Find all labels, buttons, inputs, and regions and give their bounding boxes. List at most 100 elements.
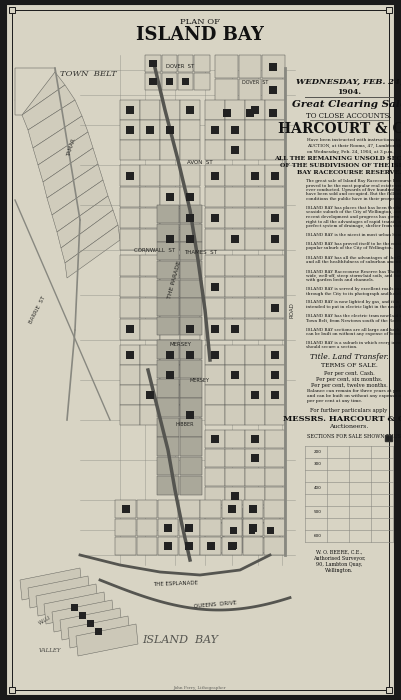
- Text: TOWN  BELT: TOWN BELT: [60, 70, 117, 78]
- Text: AVON  ST: AVON ST: [187, 160, 213, 164]
- Bar: [271, 304, 279, 312]
- Text: 600: 600: [314, 534, 322, 538]
- Text: recent development and progress has given it this: recent development and progress has give…: [306, 215, 401, 219]
- Bar: [164, 542, 172, 550]
- Bar: [180, 205, 202, 223]
- Bar: [186, 411, 194, 419]
- Text: MESSRS. HARCOURT & CO.: MESSRS. HARCOURT & CO.: [284, 415, 401, 423]
- Bar: [126, 351, 134, 359]
- Bar: [211, 435, 219, 443]
- Bar: [186, 106, 194, 114]
- Bar: [265, 430, 285, 449]
- Polygon shape: [15, 72, 65, 115]
- Text: DOVER  ST: DOVER ST: [242, 80, 268, 85]
- Bar: [180, 345, 200, 365]
- Bar: [180, 224, 202, 241]
- Text: through the City to its photograph and hotel.: through the City to its photograph and h…: [306, 291, 401, 295]
- Bar: [140, 298, 160, 318]
- Bar: [140, 405, 160, 425]
- Text: Title. Land Transfer.: Title. Land Transfer.: [310, 353, 389, 361]
- Text: and can be built on without any expense of foundation.: and can be built on without any expense …: [307, 394, 401, 398]
- Bar: [157, 360, 179, 379]
- Text: TAMAR: TAMAR: [67, 139, 77, 158]
- Text: WEDNESDAY, FEB. 24,: WEDNESDAY, FEB. 24,: [296, 78, 401, 86]
- Bar: [225, 208, 245, 228]
- Bar: [150, 78, 157, 85]
- Bar: [180, 398, 202, 417]
- Text: PLAN OF: PLAN OF: [180, 18, 220, 26]
- Bar: [205, 538, 223, 553]
- Bar: [137, 519, 157, 536]
- Bar: [205, 385, 225, 405]
- Text: WILLI: WILLI: [38, 615, 52, 626]
- Bar: [225, 298, 245, 318]
- Text: ROAD: ROAD: [290, 302, 295, 318]
- Text: THAMES  ST: THAMES ST: [184, 251, 217, 256]
- Bar: [207, 542, 215, 550]
- Bar: [225, 468, 245, 486]
- Bar: [157, 242, 179, 260]
- Bar: [160, 100, 180, 120]
- Bar: [271, 172, 279, 180]
- Bar: [126, 172, 134, 180]
- Bar: [269, 63, 277, 71]
- Bar: [211, 126, 219, 134]
- Text: ISLAND BAY has all the advantages of the City: ISLAND BAY has all the advantages of the…: [306, 256, 401, 260]
- Text: ISLAND BAY is the nicest in most urban home-stead.: ISLAND BAY is the nicest in most urban h…: [306, 233, 401, 237]
- Text: Balance can remain for three years at per per cent: Balance can remain for three years at pe…: [307, 389, 401, 393]
- Bar: [231, 126, 239, 134]
- Bar: [225, 100, 245, 120]
- Bar: [205, 430, 225, 449]
- Bar: [158, 537, 178, 554]
- Bar: [180, 340, 202, 359]
- Bar: [178, 55, 193, 72]
- Bar: [211, 351, 219, 359]
- Bar: [166, 193, 174, 201]
- Bar: [231, 326, 239, 333]
- Bar: [221, 537, 242, 554]
- Text: ISLAND BAY: ISLAND BAY: [136, 26, 264, 44]
- Bar: [157, 379, 179, 398]
- Bar: [180, 140, 200, 160]
- Polygon shape: [20, 568, 82, 600]
- Bar: [180, 100, 200, 120]
- Bar: [166, 235, 174, 244]
- Bar: [264, 537, 285, 554]
- Bar: [186, 351, 194, 359]
- Bar: [245, 449, 265, 467]
- Text: Town Belt, from Newtown south of the Racecourse.: Town Belt, from Newtown south of the Rac…: [306, 318, 401, 323]
- Bar: [200, 519, 221, 536]
- Bar: [180, 261, 202, 279]
- Text: per per cent at any time.: per per cent at any time.: [307, 399, 363, 403]
- Text: For further particulars apply: For further particulars apply: [310, 408, 388, 413]
- Text: QUEENS  DRIVE: QUEENS DRIVE: [193, 600, 237, 609]
- Bar: [239, 78, 261, 102]
- Bar: [243, 524, 261, 538]
- Bar: [180, 165, 200, 186]
- Bar: [160, 186, 180, 207]
- Text: ALL THE REMAINING UNSOLD SECTIONS: ALL THE REMAINING UNSOLD SECTIONS: [274, 156, 401, 161]
- Text: CORNWALL  ST: CORNWALL ST: [134, 248, 176, 253]
- Bar: [245, 486, 265, 505]
- Bar: [145, 55, 161, 72]
- Bar: [160, 319, 180, 339]
- Bar: [265, 120, 285, 140]
- Text: W. O. BEERE, C.E.,: W. O. BEERE, C.E.,: [316, 550, 362, 555]
- Bar: [228, 505, 236, 513]
- Bar: [225, 345, 245, 365]
- Bar: [231, 371, 239, 379]
- Bar: [245, 100, 265, 120]
- Bar: [265, 100, 285, 120]
- Text: seaside suburb of the City of Wellington, and its: seaside suburb of the City of Wellington…: [306, 211, 401, 214]
- Bar: [205, 100, 225, 120]
- Bar: [230, 542, 237, 549]
- Bar: [160, 256, 180, 276]
- Bar: [205, 405, 225, 425]
- Bar: [215, 78, 238, 102]
- Bar: [386, 7, 392, 13]
- Text: can be built on without any expense of foundation.: can be built on without any expense of f…: [306, 332, 401, 336]
- Bar: [245, 186, 265, 207]
- Bar: [231, 146, 239, 154]
- Bar: [180, 208, 200, 228]
- Bar: [157, 205, 179, 223]
